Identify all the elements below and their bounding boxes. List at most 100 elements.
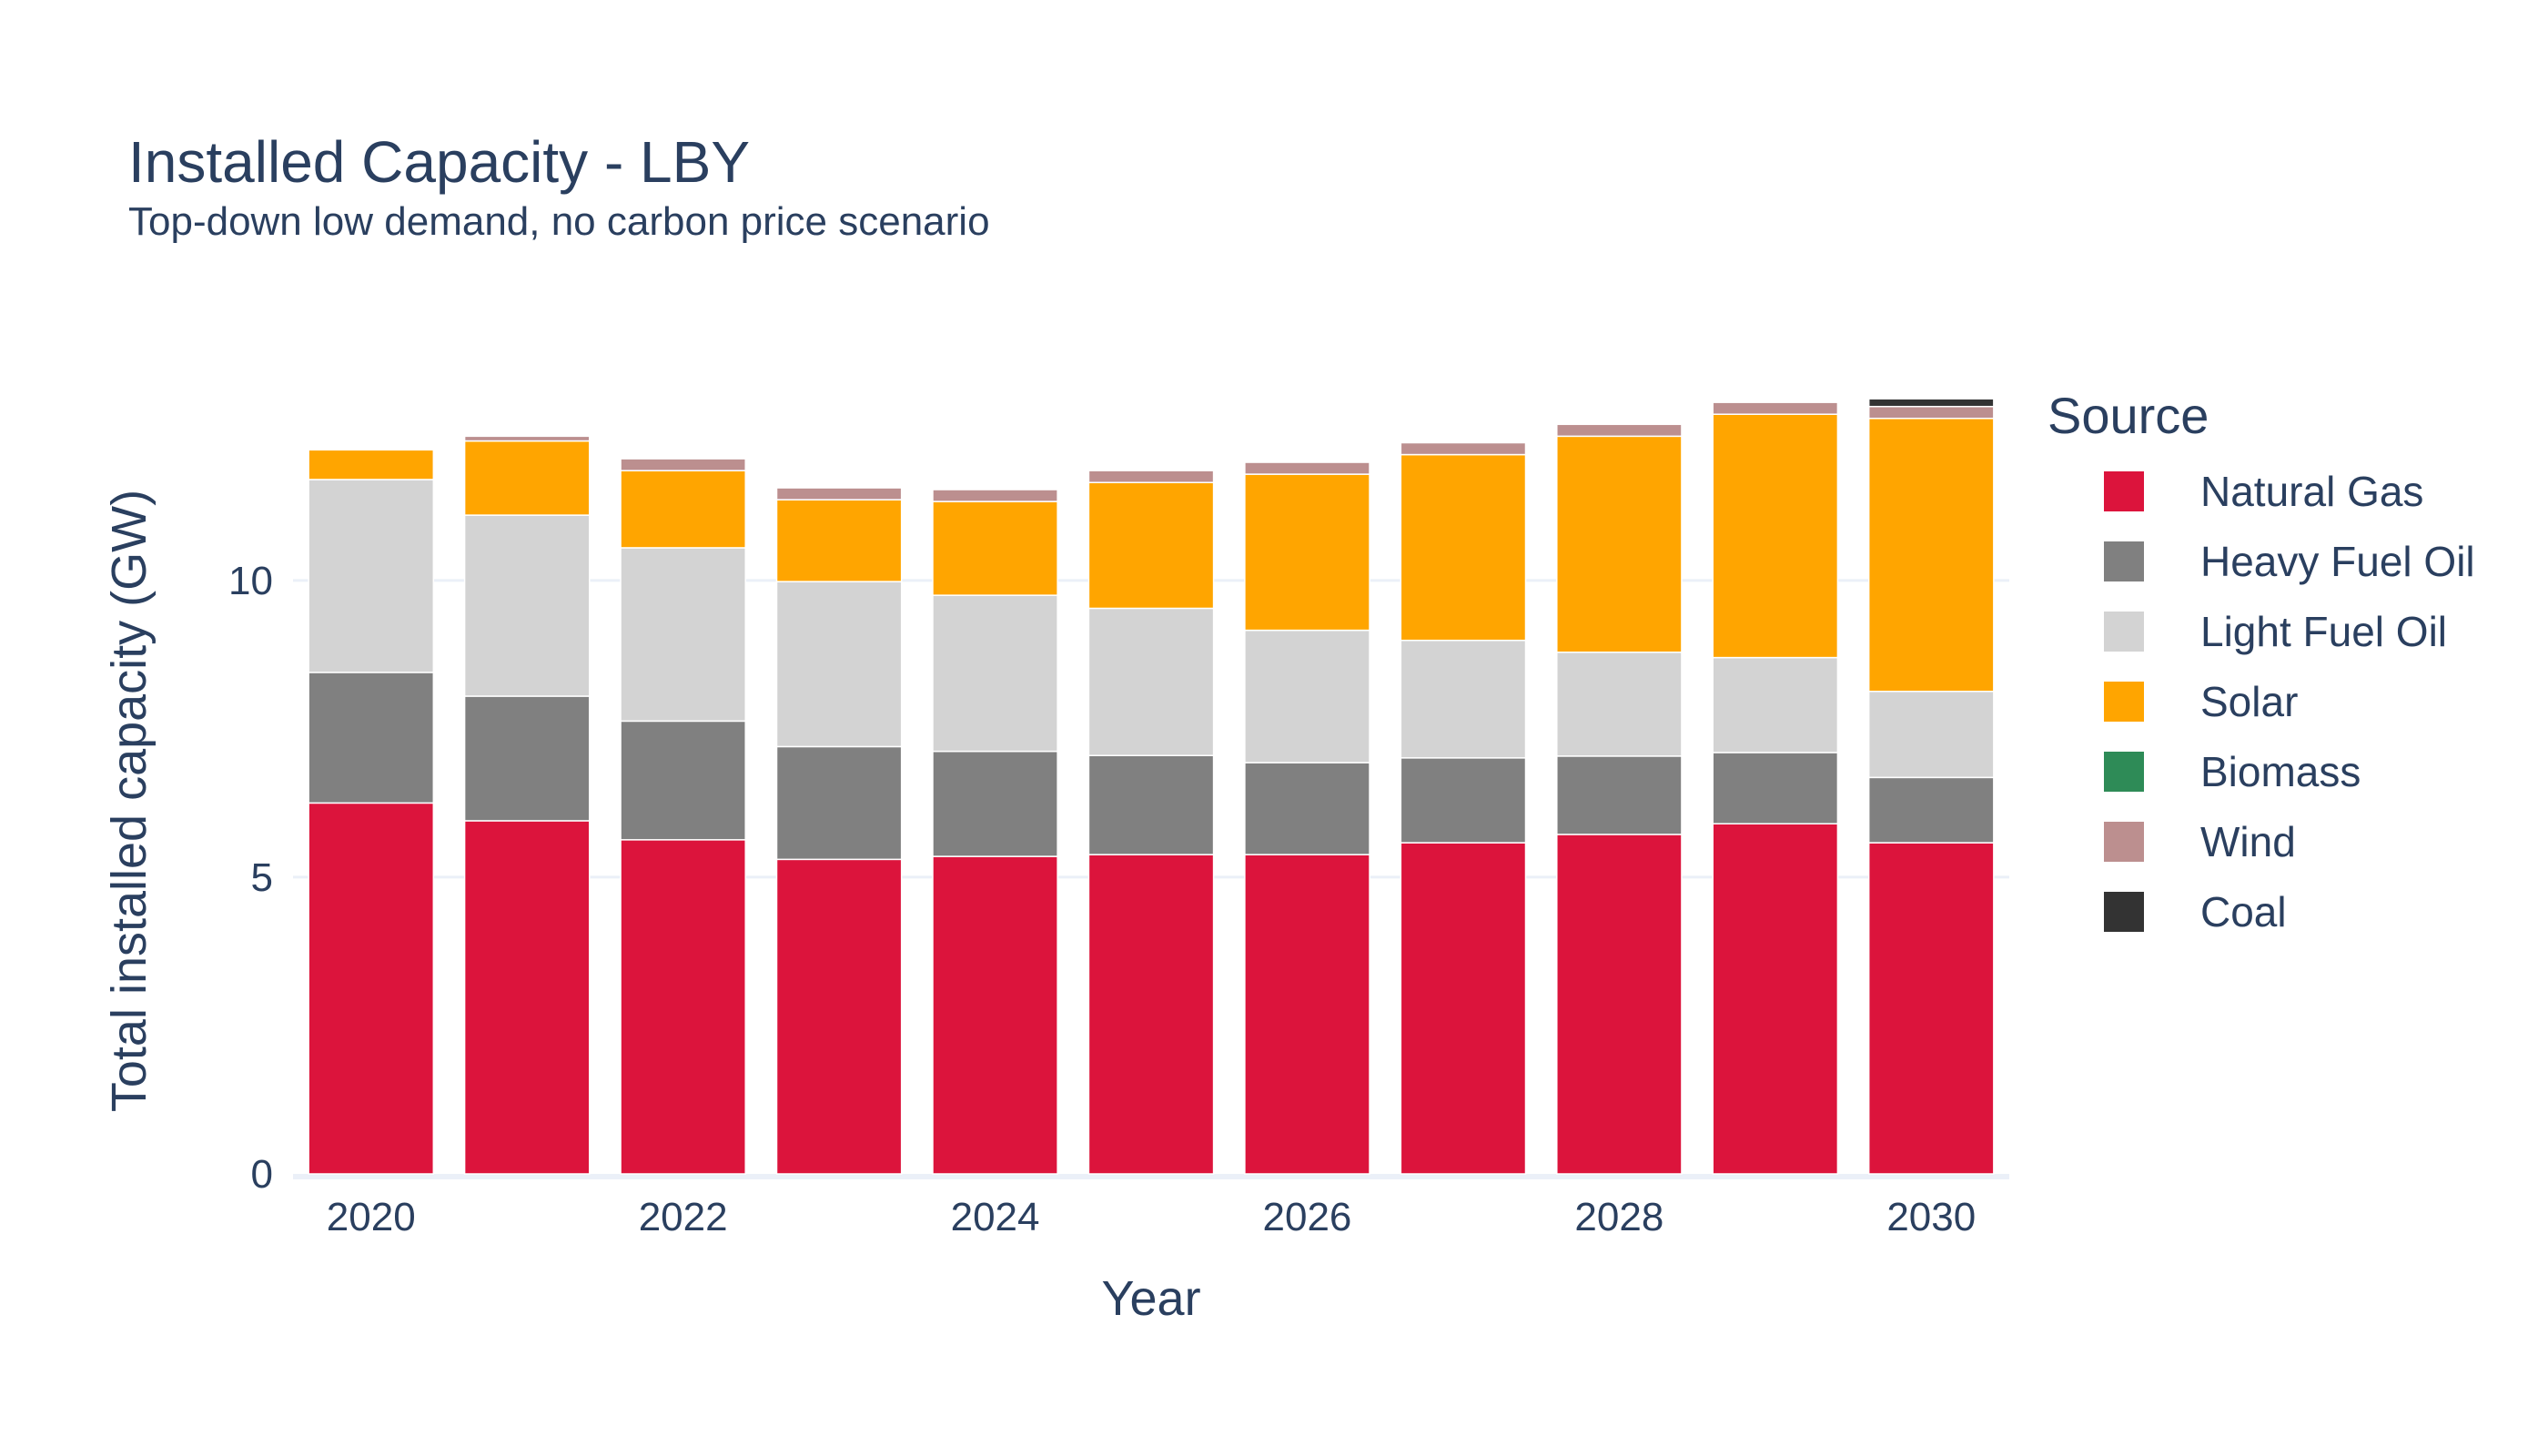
x-tick-label: 2022 xyxy=(639,1195,728,1239)
x-tick-label: 2030 xyxy=(1886,1195,1976,1239)
legend-title: Source xyxy=(2048,387,2209,444)
bar-heavy-fuel-oil-2028 xyxy=(1556,755,1683,835)
y-axis-title: Total installed capacity (GW) xyxy=(102,490,157,1112)
x-tick-label: 2026 xyxy=(1263,1195,1352,1239)
bar-wind-2027 xyxy=(1400,441,1527,456)
legend-item-solar[interactable]: Solar xyxy=(2104,678,2298,725)
y-tick-label: 5 xyxy=(251,855,273,900)
legend-label: Wind xyxy=(2200,818,2296,865)
bar-heavy-fuel-oil-2026 xyxy=(1244,762,1370,855)
bar-stack-2021 xyxy=(463,435,591,1175)
legend-swatch xyxy=(2104,682,2144,722)
bar-stack-2025 xyxy=(1087,470,1215,1175)
bar-wind-2030 xyxy=(1867,405,1995,420)
bar-natural-gas-2028 xyxy=(1556,834,1683,1175)
bar-coal-2030 xyxy=(1867,398,1995,408)
bar-natural-gas-2021 xyxy=(463,820,591,1175)
bar-stack-2026 xyxy=(1244,461,1370,1175)
bar-wind-2023 xyxy=(775,487,903,500)
bar-solar-2020 xyxy=(308,449,435,480)
x-tick-label: 2024 xyxy=(951,1195,1040,1239)
bar-heavy-fuel-oil-2024 xyxy=(932,750,1058,857)
bar-stack-2023 xyxy=(775,487,903,1175)
bar-wind-2026 xyxy=(1244,461,1370,475)
bar-solar-2028 xyxy=(1556,435,1683,653)
x-tick-label: 2020 xyxy=(327,1195,416,1239)
legend-swatch xyxy=(2104,892,2144,932)
bar-light-fuel-oil-2030 xyxy=(1867,691,1995,779)
bar-stack-2029 xyxy=(1712,401,1839,1175)
bar-wind-2029 xyxy=(1712,401,1839,415)
legend-item-heavy-fuel-oil[interactable]: Heavy Fuel Oil xyxy=(2104,538,2475,585)
chart-subtitle: Top-down low demand, no carbon price sce… xyxy=(128,199,990,244)
bar-light-fuel-oil-2020 xyxy=(308,479,435,673)
bar-natural-gas-2020 xyxy=(308,802,435,1175)
legend-label: Biomass xyxy=(2200,748,2361,795)
bar-solar-2026 xyxy=(1244,473,1370,632)
bar-stack-2030 xyxy=(1867,398,1995,1175)
bar-light-fuel-oil-2026 xyxy=(1244,629,1370,763)
bar-light-fuel-oil-2023 xyxy=(775,581,903,748)
legend-swatch xyxy=(2104,612,2144,652)
bar-light-fuel-oil-2029 xyxy=(1712,656,1839,753)
y-axis: 0 5 10 xyxy=(228,559,273,1197)
bar-wind-2021 xyxy=(463,435,591,442)
legend-item-coal[interactable]: Coal xyxy=(2104,888,2287,935)
bar-heavy-fuel-oil-2020 xyxy=(308,672,435,804)
legend-label: Coal xyxy=(2200,888,2287,935)
bar-solar-2022 xyxy=(620,470,746,549)
bar-heavy-fuel-oil-2023 xyxy=(775,745,903,861)
bar-wind-2028 xyxy=(1556,423,1683,438)
legend-item-biomass[interactable]: Biomass xyxy=(2104,748,2361,795)
legend-swatch xyxy=(2104,471,2144,511)
legend-item-natural-gas[interactable]: Natural Gas xyxy=(2104,468,2423,515)
x-axis-title: Year xyxy=(1101,1271,1200,1326)
y-tick-label: 0 xyxy=(251,1152,273,1197)
bar-light-fuel-oil-2027 xyxy=(1400,639,1527,759)
legend-label: Light Fuel Oil xyxy=(2200,608,2447,655)
bar-natural-gas-2022 xyxy=(620,839,746,1175)
legend-label: Natural Gas xyxy=(2200,468,2423,515)
x-tick-label: 2028 xyxy=(1574,1195,1663,1239)
legend-item-light-fuel-oil[interactable]: Light Fuel Oil xyxy=(2104,608,2447,655)
bar-wind-2025 xyxy=(1087,470,1215,483)
bar-stacks xyxy=(308,398,1995,1175)
bar-light-fuel-oil-2025 xyxy=(1087,607,1215,756)
legend-swatch xyxy=(2104,752,2144,792)
bar-natural-gas-2029 xyxy=(1712,823,1839,1175)
bar-solar-2024 xyxy=(932,500,1058,596)
bar-natural-gas-2026 xyxy=(1244,854,1370,1175)
bar-light-fuel-oil-2021 xyxy=(463,514,591,697)
legend-swatch xyxy=(2104,822,2144,862)
bar-natural-gas-2025 xyxy=(1087,854,1215,1175)
bar-natural-gas-2030 xyxy=(1867,842,1995,1175)
bar-heavy-fuel-oil-2021 xyxy=(463,695,591,822)
bar-solar-2030 xyxy=(1867,418,1995,693)
bar-light-fuel-oil-2024 xyxy=(932,594,1058,753)
bar-wind-2022 xyxy=(620,458,746,471)
bar-heavy-fuel-oil-2025 xyxy=(1087,754,1215,855)
bar-natural-gas-2024 xyxy=(932,855,1058,1175)
bar-heavy-fuel-oil-2029 xyxy=(1712,752,1839,824)
bar-natural-gas-2027 xyxy=(1400,842,1527,1175)
bar-stack-2028 xyxy=(1556,423,1683,1175)
bar-solar-2027 xyxy=(1400,453,1527,642)
bar-wind-2024 xyxy=(932,489,1058,502)
bar-stack-2022 xyxy=(620,458,746,1175)
bar-natural-gas-2023 xyxy=(775,858,903,1175)
x-axis: 2020 2022 2024 2026 2028 2030 xyxy=(327,1195,1976,1239)
bar-heavy-fuel-oil-2030 xyxy=(1867,776,1995,844)
bar-stack-2027 xyxy=(1400,441,1527,1175)
bar-stack-2024 xyxy=(932,489,1058,1175)
legend-label: Solar xyxy=(2200,678,2298,725)
chart-title: Installed Capacity - LBY xyxy=(128,129,750,195)
legend-swatch xyxy=(2104,541,2144,581)
bar-stack-2020 xyxy=(308,449,435,1175)
bar-solar-2029 xyxy=(1712,413,1839,659)
legend-label: Heavy Fuel Oil xyxy=(2200,538,2475,585)
bar-heavy-fuel-oil-2027 xyxy=(1400,757,1527,844)
legend: Source Natural Gas Heavy Fuel Oil Light Fu… xyxy=(2048,387,2475,935)
legend-item-wind[interactable]: Wind xyxy=(2104,818,2296,865)
y-tick-label: 10 xyxy=(228,559,273,603)
